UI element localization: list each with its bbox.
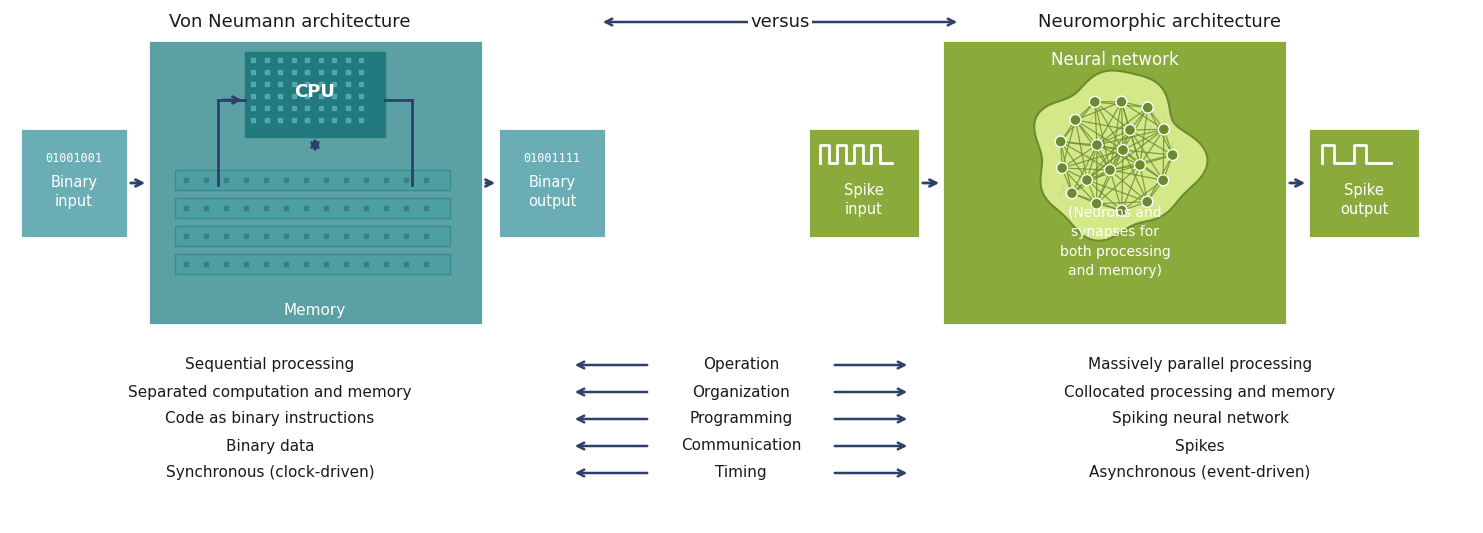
Circle shape bbox=[1069, 115, 1081, 125]
Text: Massively parallel processing: Massively parallel processing bbox=[1089, 358, 1312, 373]
Circle shape bbox=[1142, 102, 1154, 113]
Polygon shape bbox=[175, 170, 449, 190]
Polygon shape bbox=[175, 226, 449, 246]
Text: Sequential processing: Sequential processing bbox=[185, 358, 354, 373]
Circle shape bbox=[1167, 149, 1178, 160]
Circle shape bbox=[1091, 140, 1102, 150]
Circle shape bbox=[1124, 125, 1136, 135]
Polygon shape bbox=[19, 128, 128, 238]
Text: versus: versus bbox=[750, 13, 810, 31]
Text: Neuromorphic architecture: Neuromorphic architecture bbox=[1038, 13, 1281, 31]
Circle shape bbox=[1158, 124, 1170, 135]
Polygon shape bbox=[498, 128, 607, 238]
Text: Binary
input: Binary input bbox=[50, 175, 98, 209]
Text: Spike
input: Spike input bbox=[844, 183, 884, 217]
Text: Synchronous (clock-driven): Synchronous (clock-driven) bbox=[166, 465, 374, 481]
Circle shape bbox=[1081, 174, 1093, 185]
Polygon shape bbox=[808, 128, 919, 238]
Text: Binary data: Binary data bbox=[225, 439, 314, 454]
Text: CPU: CPU bbox=[295, 83, 335, 101]
Text: Neural network: Neural network bbox=[1051, 51, 1179, 69]
Circle shape bbox=[1117, 205, 1127, 216]
Text: Von Neumann architecture: Von Neumann architecture bbox=[169, 13, 411, 31]
Text: Timing: Timing bbox=[715, 465, 767, 481]
Text: Communication: Communication bbox=[681, 439, 801, 454]
Polygon shape bbox=[148, 40, 483, 325]
Circle shape bbox=[1117, 96, 1127, 107]
Circle shape bbox=[1054, 136, 1066, 147]
Text: Asynchronous (event-driven): Asynchronous (event-driven) bbox=[1090, 465, 1311, 481]
Text: Organization: Organization bbox=[693, 384, 790, 400]
Text: Binary
output: Binary output bbox=[528, 175, 577, 209]
Circle shape bbox=[1142, 196, 1152, 207]
Polygon shape bbox=[245, 52, 386, 137]
Circle shape bbox=[1158, 175, 1169, 186]
Text: Programming: Programming bbox=[690, 411, 792, 426]
Text: Code as binary instructions: Code as binary instructions bbox=[166, 411, 375, 426]
Circle shape bbox=[1105, 165, 1115, 175]
Circle shape bbox=[1091, 198, 1102, 209]
Text: Operation: Operation bbox=[703, 358, 779, 373]
Polygon shape bbox=[942, 40, 1287, 325]
Text: 01001111: 01001111 bbox=[523, 151, 580, 165]
Polygon shape bbox=[175, 254, 449, 274]
Circle shape bbox=[1057, 163, 1068, 174]
Text: Spikes: Spikes bbox=[1175, 439, 1225, 454]
Circle shape bbox=[1134, 159, 1145, 171]
Text: Separated computation and memory: Separated computation and memory bbox=[128, 384, 412, 400]
Text: Spike
output: Spike output bbox=[1339, 183, 1388, 217]
Text: Memory: Memory bbox=[283, 303, 346, 318]
Polygon shape bbox=[1034, 70, 1207, 241]
Text: 01001001: 01001001 bbox=[46, 151, 102, 165]
Polygon shape bbox=[1308, 128, 1421, 238]
Text: Collocated processing and memory: Collocated processing and memory bbox=[1065, 384, 1336, 400]
Circle shape bbox=[1066, 188, 1077, 199]
Text: Spiking neural network: Spiking neural network bbox=[1111, 411, 1289, 426]
Circle shape bbox=[1118, 144, 1129, 156]
Circle shape bbox=[1090, 96, 1100, 107]
Polygon shape bbox=[175, 198, 449, 218]
Text: (Neurons and
synapses for
both processing
and memory): (Neurons and synapses for both processin… bbox=[1060, 206, 1170, 278]
